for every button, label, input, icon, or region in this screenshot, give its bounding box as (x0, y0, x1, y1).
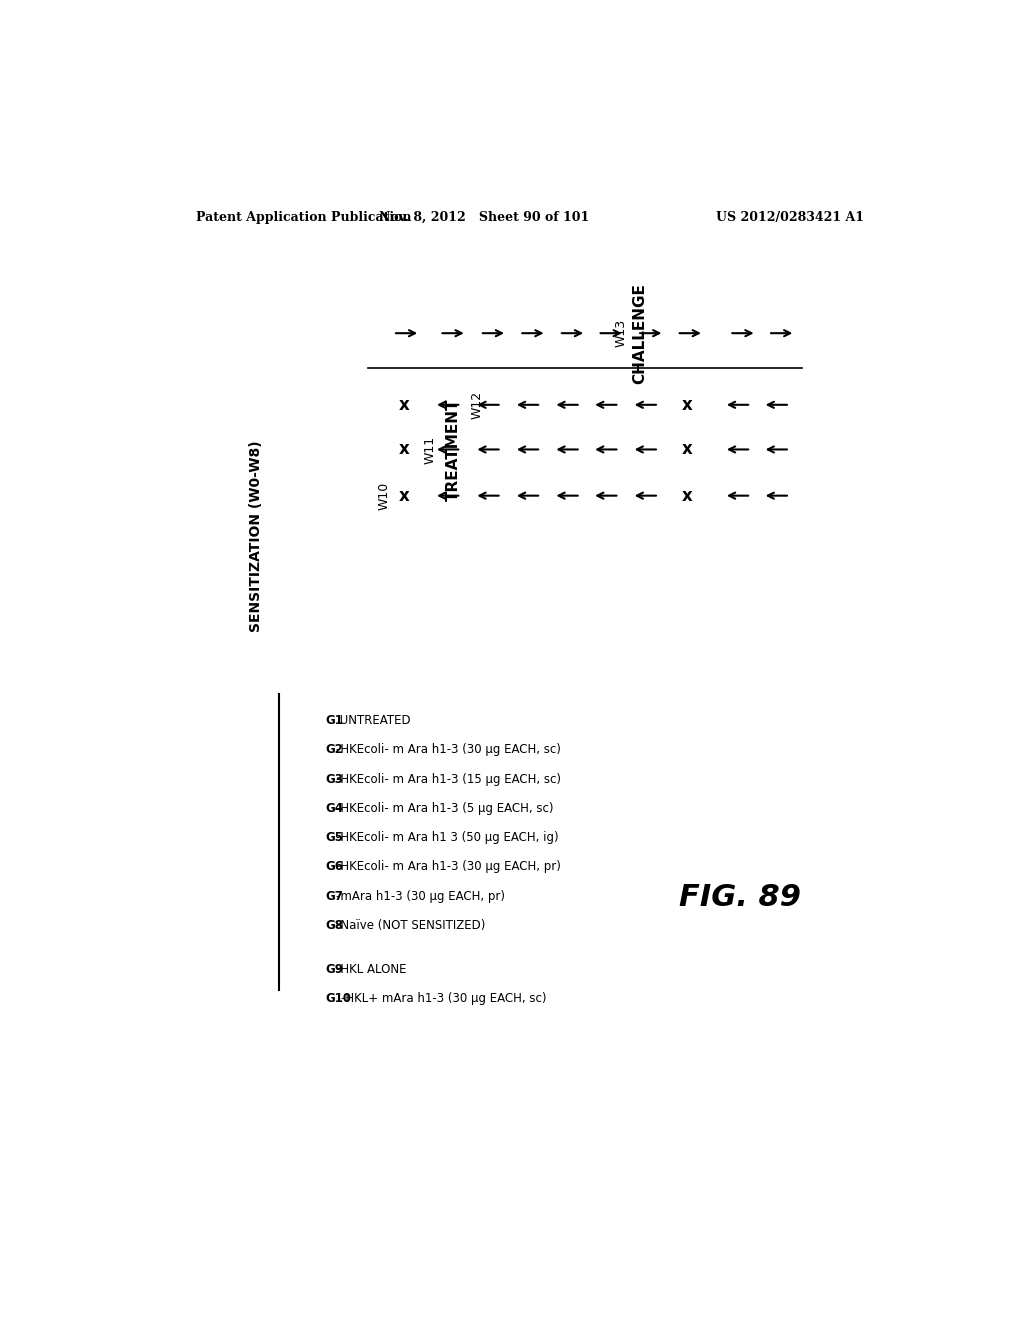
Text: -mAra h1-3 (30 μg EACH, pr): -mAra h1-3 (30 μg EACH, pr) (336, 890, 505, 903)
Text: -HKL ALONE: -HKL ALONE (336, 962, 407, 975)
Text: -HKEcoli- m Ara h1-3 (5 μg EACH, sc): -HKEcoli- m Ara h1-3 (5 μg EACH, sc) (336, 801, 553, 814)
Text: x: x (682, 396, 693, 413)
Text: FIG. 89: FIG. 89 (679, 883, 801, 912)
Text: SENSITIZATION (W0-W8): SENSITIZATION (W0-W8) (249, 440, 263, 631)
Text: x: x (398, 441, 410, 458)
Text: W12: W12 (470, 391, 483, 418)
Text: x: x (682, 441, 693, 458)
Text: G5: G5 (326, 832, 344, 843)
Text: Nov. 8, 2012   Sheet 90 of 101: Nov. 8, 2012 Sheet 90 of 101 (379, 211, 590, 224)
Text: -Naïve (NOT SENSITIZED): -Naïve (NOT SENSITIZED) (336, 919, 485, 932)
Text: -HKEcoli- m Ara h1-3 (30 μg EACH, pr): -HKEcoli- m Ara h1-3 (30 μg EACH, pr) (336, 861, 560, 874)
Text: G7: G7 (326, 890, 343, 903)
Text: W11: W11 (424, 436, 437, 463)
Text: G8: G8 (326, 919, 344, 932)
Text: US 2012/0283421 A1: US 2012/0283421 A1 (716, 211, 864, 224)
Text: -HKEcoli- m Ara h1-3 (15 μg EACH, sc): -HKEcoli- m Ara h1-3 (15 μg EACH, sc) (336, 772, 561, 785)
Text: G6: G6 (326, 861, 344, 874)
Text: -HKEcoli- m Ara h1 3 (50 μg EACH, ig): -HKEcoli- m Ara h1 3 (50 μg EACH, ig) (336, 832, 558, 843)
Text: x: x (398, 396, 410, 413)
Text: x: x (682, 487, 693, 504)
Text: -HKL+ mAra h1-3 (30 μg EACH, sc): -HKL+ mAra h1-3 (30 μg EACH, sc) (341, 991, 546, 1005)
Text: G4: G4 (326, 801, 344, 814)
Text: TREATMENT: TREATMENT (446, 399, 461, 502)
Text: CHALLENGE: CHALLENGE (632, 282, 647, 384)
Text: x: x (398, 487, 410, 504)
Text: Patent Application Publication: Patent Application Publication (197, 211, 412, 224)
Text: G9: G9 (326, 962, 344, 975)
Text: -HKEcoli- m Ara h1-3 (30 μg EACH, sc): -HKEcoli- m Ara h1-3 (30 μg EACH, sc) (336, 743, 560, 756)
Text: UNTREATED: UNTREATED (336, 714, 411, 727)
Text: G1: G1 (326, 714, 343, 727)
Text: W13: W13 (614, 319, 628, 347)
Text: W10: W10 (377, 482, 390, 510)
Text: G10: G10 (326, 991, 351, 1005)
Text: G3: G3 (326, 772, 343, 785)
Text: G2: G2 (326, 743, 343, 756)
